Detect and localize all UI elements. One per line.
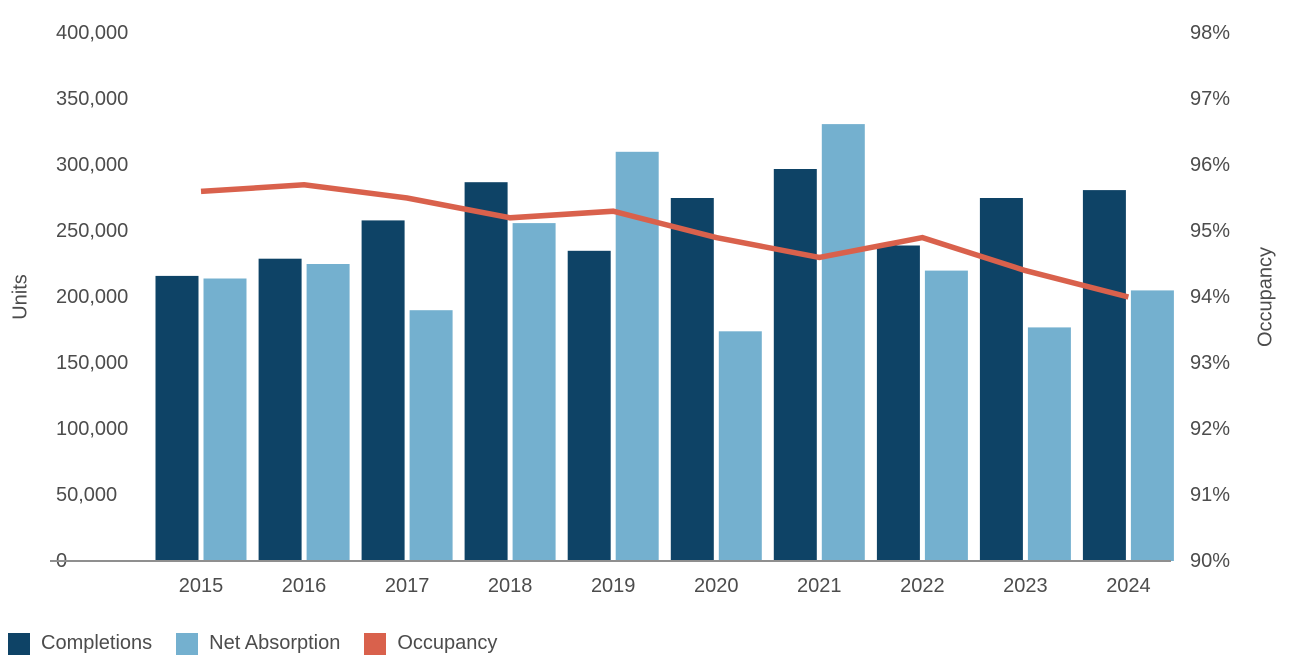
bar-completions-2019 (567, 250, 611, 562)
x-axis-label-2024: 2024 (1106, 575, 1151, 597)
bar-net-absorption-2018 (512, 223, 556, 561)
x-axis-label-2015: 2015 (178, 575, 224, 597)
bar-net-absorption-2024 (1130, 290, 1174, 561)
bar-net-absorption-2022 (924, 270, 968, 561)
bar-completions-2022 (876, 245, 920, 561)
left-axis-tick-100000: 100,000 (56, 418, 129, 440)
left-axis-tick-250000: 250,000 (56, 220, 129, 242)
legend-item-occupancy: Occupancy (364, 632, 497, 655)
legend: Completions Net Absorption Occupancy (8, 632, 521, 655)
bar-net-absorption-2020 (718, 331, 762, 561)
right-axis-tick-92: 92% (1190, 418, 1231, 440)
occupancy-line (200, 182, 1130, 300)
bar-completions-2023 (979, 198, 1023, 561)
x-axis-label-2017: 2017 (384, 575, 430, 597)
occupancy-swatch-icon (364, 632, 387, 655)
left-axis-tick-50000: 50,000 (56, 484, 118, 506)
bar-completions-2018 (464, 182, 508, 561)
bar-completions-2020 (670, 198, 714, 561)
bar-completions-2021 (773, 169, 817, 561)
right-axis-tick-93: 93% (1190, 352, 1231, 374)
legend-item-net-absorption: Net Absorption (176, 632, 340, 655)
x-axis-label-2021: 2021 (797, 575, 842, 597)
right-axis-tick-90: 90% (1190, 550, 1231, 572)
x-axis-label-2020: 2020 (694, 575, 739, 597)
left-axis-tick-150000: 150,000 (56, 352, 129, 374)
legend-label-completions: Completions (41, 632, 153, 654)
left-axis-tick-200000: 200,000 (56, 286, 129, 308)
bar-net-absorption-2023 (1027, 327, 1071, 561)
completions-swatch-icon (8, 632, 30, 655)
right-axis-tick-95: 95% (1190, 220, 1231, 242)
left-axis-tick-350000: 350,000 (56, 88, 129, 110)
x-axis-label-2023: 2023 (1003, 575, 1048, 597)
left-axis-tick-400000: 400,000 (56, 22, 129, 44)
right-axis-tick-94: 94% (1190, 286, 1231, 308)
x-axis-label-2018: 2018 (487, 575, 533, 597)
bar-net-absorption-2016 (306, 264, 350, 561)
x-axis-label-2019: 2019 (590, 575, 636, 597)
legend-label-occupancy: Occupancy (397, 632, 498, 654)
legend-label-net-absorption: Net Absorption (209, 632, 341, 654)
bar-completions-2015 (155, 275, 199, 561)
bar-net-absorption-2017 (409, 310, 453, 561)
bar-completions-2017 (361, 220, 405, 561)
x-axis-label-2022: 2022 (900, 575, 945, 597)
right-axis-tick-97: 97% (1190, 88, 1231, 110)
right-axis-tick-98: 98% (1190, 22, 1231, 44)
bar-net-absorption-2021 (821, 124, 865, 561)
bar-completions-2016 (258, 258, 302, 561)
right-axis-tick-91: 91% (1190, 484, 1231, 506)
legend-item-completions: Completions (8, 632, 152, 655)
right-axis-tick-96: 96% (1190, 154, 1231, 176)
x-axis-label-2016: 2016 (281, 575, 327, 597)
left-axis-tick-300000: 300,000 (56, 154, 129, 176)
x-axis-line (50, 560, 1171, 562)
bar-net-absorption-2015 (203, 278, 247, 561)
net-absorption-swatch-icon (176, 632, 199, 655)
bar-completions-2024 (1082, 190, 1126, 561)
